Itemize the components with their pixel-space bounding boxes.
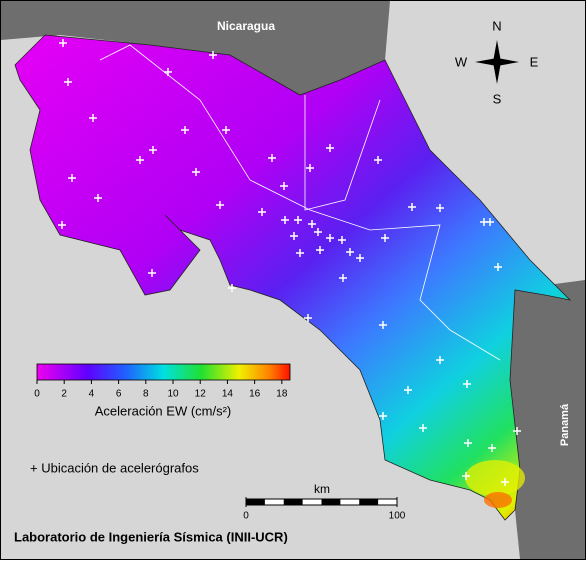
colorbar-tick-label: 2 [61, 389, 67, 400]
station-marker [59, 39, 67, 47]
hotspot [484, 492, 512, 508]
station-marker [68, 174, 76, 182]
colorbar-tick-label: 4 [89, 389, 95, 400]
station-marker [216, 201, 224, 209]
station-marker [339, 274, 347, 282]
station-marker [181, 126, 189, 134]
station-marker [89, 114, 97, 122]
station-marker [64, 78, 72, 86]
colorbar-tick-label: 14 [222, 389, 234, 400]
hotspot [465, 460, 525, 496]
station-marker [58, 221, 66, 229]
station-marker [94, 194, 102, 202]
station-marker [316, 246, 324, 254]
country-label: Panamá [559, 403, 571, 446]
station-marker [326, 234, 334, 242]
station-marker [374, 156, 382, 164]
compass-label: E [530, 54, 539, 69]
scale-segment [321, 499, 341, 505]
station-marker [209, 51, 217, 59]
station-marker [501, 478, 509, 486]
colorbar-tick-label: 16 [249, 389, 261, 400]
legend-text: + Ubicación de acelerógrafos [30, 460, 199, 475]
colorbar-label: Aceleración EW (cm/s²) [95, 403, 232, 418]
station-marker [222, 126, 230, 134]
colorbar-tick-label: 10 [167, 389, 179, 400]
station-marker [494, 263, 502, 271]
nicaragua-land [1, 1, 390, 95]
station-marker [419, 424, 427, 432]
station-marker [136, 156, 144, 164]
station-marker [294, 216, 302, 224]
station-marker [258, 208, 266, 216]
footer: Laboratorio de Ingeniería Sísmica (INII-… [14, 529, 288, 544]
colorbar-tick-label: 6 [116, 389, 122, 400]
colorbar-tick-label: 8 [143, 389, 149, 400]
station-marker [296, 249, 304, 257]
compass-label: W [455, 54, 468, 69]
scale-label: km [314, 482, 330, 496]
station-marker [436, 204, 444, 212]
station-marker [408, 203, 416, 211]
station-marker [290, 232, 298, 240]
country-label: Nicaragua [217, 19, 275, 33]
station-marker [164, 68, 172, 76]
station-marker [326, 144, 334, 152]
station-marker [379, 321, 387, 329]
station-marker [306, 164, 314, 172]
scale-segment [283, 499, 303, 505]
colorbar-tick-label: 12 [195, 389, 207, 400]
station-marker [464, 439, 472, 447]
station-marker [486, 218, 494, 226]
compass-label: S [493, 91, 502, 106]
station-marker [404, 386, 412, 394]
station-marker [314, 228, 322, 236]
scale-tick-label: 0 [243, 511, 249, 522]
station-marker [462, 472, 470, 480]
station-marker [308, 220, 316, 228]
scale-tick-label: 100 [389, 511, 406, 522]
station-marker [379, 412, 387, 420]
scale-segment [246, 499, 265, 505]
station-marker [513, 427, 521, 435]
station-marker [463, 380, 471, 388]
compass-rose [475, 40, 519, 84]
station-marker [346, 248, 354, 256]
costa-rica [14, 34, 572, 521]
colorbar-tick-label: 18 [276, 389, 288, 400]
station-marker [488, 444, 496, 452]
station-marker [436, 356, 444, 364]
station-marker [304, 314, 312, 322]
station-marker [228, 284, 236, 292]
station-marker [281, 216, 289, 224]
station-marker [280, 182, 288, 190]
province-border [304, 95, 381, 211]
station-marker [356, 254, 364, 262]
station-marker [149, 146, 157, 154]
scale-segment [359, 499, 379, 505]
panama-land [510, 280, 585, 559]
station-marker [268, 154, 276, 162]
compass-label: N [492, 18, 501, 33]
station-marker [338, 236, 346, 244]
station-marker [381, 234, 389, 242]
colorbar [36, 363, 291, 381]
station-marker [192, 168, 200, 176]
colorbar-tick-label: 0 [34, 389, 40, 400]
station-marker [148, 269, 156, 277]
